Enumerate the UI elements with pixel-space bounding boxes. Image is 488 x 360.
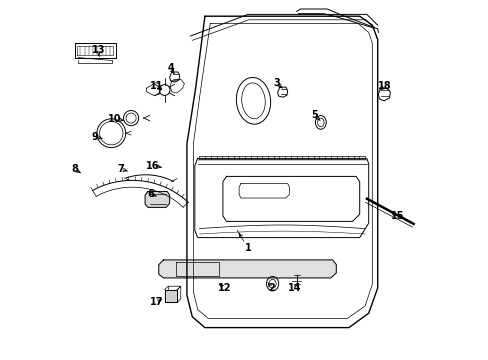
Text: 4: 4 [167, 63, 174, 73]
Polygon shape [145, 192, 169, 207]
Text: 17: 17 [149, 297, 163, 307]
Text: 13: 13 [92, 45, 105, 55]
Text: 16: 16 [145, 161, 159, 171]
Polygon shape [159, 260, 336, 278]
Text: 12: 12 [218, 283, 231, 293]
Text: 2: 2 [267, 283, 274, 293]
Text: 15: 15 [390, 211, 404, 221]
Text: 3: 3 [273, 78, 280, 88]
Polygon shape [164, 290, 177, 302]
Text: 5: 5 [311, 110, 317, 120]
Text: 1: 1 [244, 243, 251, 253]
Text: 6: 6 [147, 189, 154, 199]
Text: 9: 9 [92, 132, 98, 142]
Text: 8: 8 [71, 164, 78, 174]
Text: 14: 14 [287, 283, 301, 293]
Text: 11: 11 [149, 81, 163, 91]
Text: 18: 18 [377, 81, 391, 91]
Text: 10: 10 [108, 114, 122, 124]
Text: 7: 7 [117, 164, 123, 174]
